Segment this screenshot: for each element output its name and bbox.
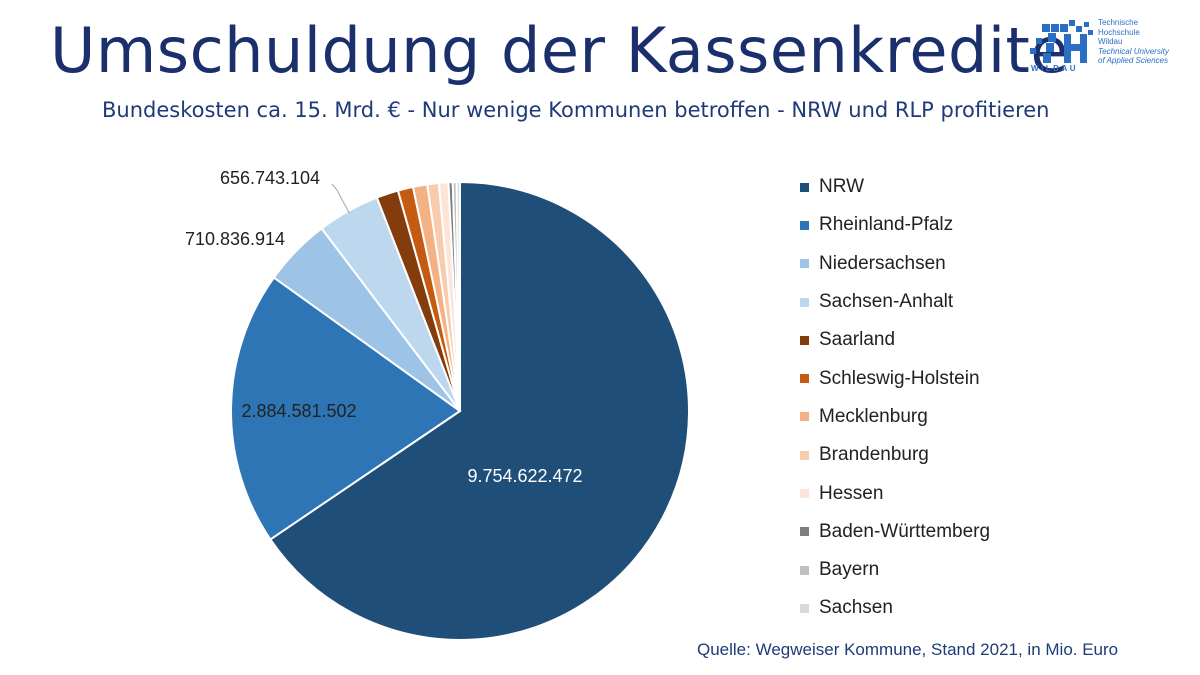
legend-swatch: [800, 182, 809, 192]
legend-item-nrw: NRW: [800, 168, 990, 206]
legend-swatch: [800, 374, 809, 384]
legend-item-hessen: Hessen: [800, 474, 990, 512]
th-wildau-logo: [1030, 20, 1093, 63]
legend-swatch: [800, 603, 809, 613]
legend-item-sachsen: Sachsen: [800, 589, 990, 627]
legend-item-niedersachsen: Niedersachsen: [800, 245, 990, 283]
legend-label: Bayern: [819, 559, 880, 581]
legend-item-mecklenburg: Mecklenburg: [800, 398, 990, 436]
legend-item-sachsen-anhalt: Sachsen-Anhalt: [800, 283, 990, 321]
legend-label: Sachsen-Anhalt: [819, 291, 954, 313]
logo-wordmark: WILDAU: [1031, 64, 1078, 73]
legend-label: Niedersachsen: [819, 252, 946, 274]
legend-swatch: [800, 335, 809, 345]
legend-swatch: [800, 489, 809, 499]
legend-item-bayern: Bayern: [800, 551, 990, 589]
pie-slice-sachsen: [455, 180, 461, 412]
legend-swatch: [800, 220, 809, 230]
legend-label: NRW: [819, 176, 865, 198]
data-label-sachsen-anhalt: 656.743.104: [220, 168, 320, 188]
legend-swatch: [800, 412, 809, 422]
page-subtitle: Bundeskosten ca. 15. Mrd. € - Nur wenige…: [102, 98, 1050, 122]
legend-label: Baden-Württemberg: [819, 520, 991, 542]
legend-item-schleswig-holstein: Schleswig-Holstein: [800, 359, 990, 397]
legend-item-baden-w-rttemberg: Baden-Württemberg: [800, 513, 990, 551]
legend-swatch: [800, 297, 809, 307]
chart-legend: NRW Rheinland-Pfalz Niedersachsen Sachsen-A…: [800, 168, 990, 628]
leader-line-sachsen-anhalt: [331, 183, 350, 214]
source-note: Quelle: Wegweiser Kommune, Stand 2021, i…: [697, 640, 1119, 659]
legend-swatch: [800, 450, 809, 460]
legend-label: Saarland: [819, 329, 896, 351]
legend-swatch: [800, 259, 809, 269]
legend-label: Rheinland-Pfalz: [819, 214, 954, 236]
page-title: Umschuldung der Kassenkredite: [50, 14, 1070, 87]
legend-swatch: [800, 565, 809, 575]
legend-item-saarland: Saarland: [800, 321, 990, 359]
legend-item-brandenburg: Brandenburg: [800, 436, 990, 474]
legend-label: Schleswig-Holstein: [819, 367, 980, 389]
data-label-rheinland-pfalz: 2.884.581.502: [241, 401, 356, 421]
data-label-nrw: 9.754.622.472: [467, 466, 582, 486]
legend-label: Sachsen: [819, 597, 893, 619]
pie-slice-nrw: [269, 180, 690, 641]
legend-swatch: [800, 527, 809, 537]
legend-label: Brandenburg: [819, 444, 929, 466]
data-label-niedersachsen: 710.836.914: [185, 229, 285, 249]
legend-item-rheinland-pfalz: Rheinland-Pfalz: [800, 206, 990, 244]
legend-label: Mecklenburg: [819, 405, 928, 427]
logo-text: Technische Hochschule Wildau Technical U…: [1098, 18, 1169, 65]
pie-slice-rheinland-pfalz: [230, 276, 462, 541]
legend-label: Hessen: [819, 482, 884, 504]
